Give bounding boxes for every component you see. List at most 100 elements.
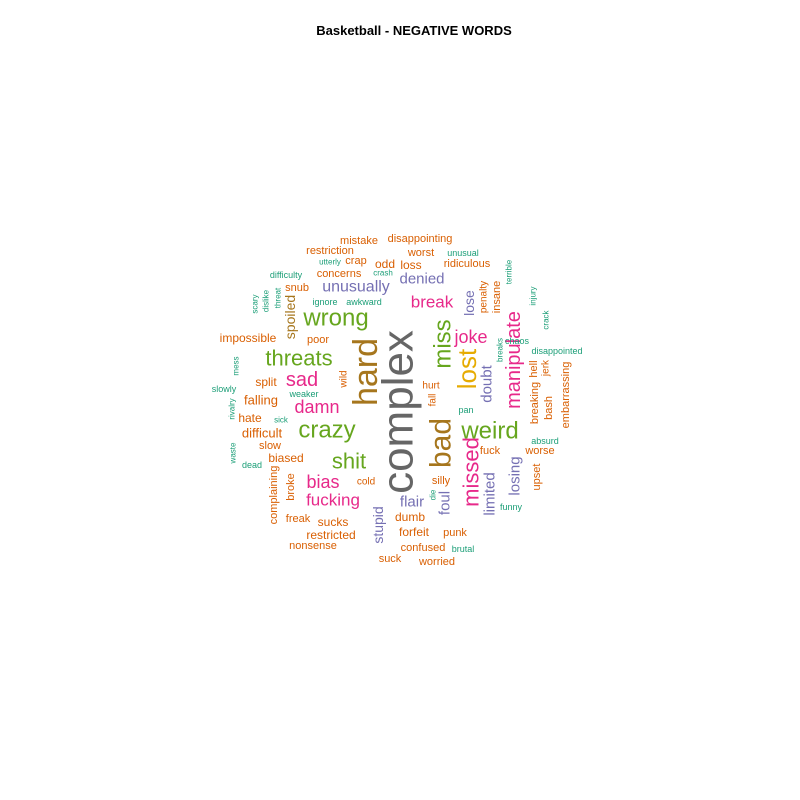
word-hurt: hurt xyxy=(422,381,439,392)
word-weaker: weaker xyxy=(288,389,318,399)
word-crap: crap xyxy=(345,255,366,267)
word-pan: pan xyxy=(458,405,473,415)
word-doubt: doubt xyxy=(479,364,496,402)
word-awkward: awkward xyxy=(346,297,382,307)
word-ridiculous: ridiculous xyxy=(444,258,491,270)
word-split: split xyxy=(255,375,277,389)
word-poor: poor xyxy=(307,334,329,346)
word-bash: bash xyxy=(543,396,555,420)
word-suck: suck xyxy=(379,553,402,565)
word-sick: sick xyxy=(274,416,289,425)
word-flair: flair xyxy=(400,494,424,511)
word-denied: denied xyxy=(399,271,444,288)
word-limited: limited xyxy=(482,472,499,515)
word-restricted: restricted xyxy=(306,528,355,542)
word-embarrassing: embarrassing xyxy=(560,362,572,429)
word-sad: sad xyxy=(286,369,318,391)
word-foul: foul xyxy=(437,491,454,515)
word-unusually: unusually xyxy=(322,279,390,296)
word-chaos: chaos xyxy=(505,336,530,346)
word-nonsense: nonsense xyxy=(289,540,337,552)
word-hate: hate xyxy=(238,411,262,425)
word-shit: shit xyxy=(332,449,366,474)
word-weird: weird xyxy=(460,418,518,445)
word-threats: threats xyxy=(265,346,332,371)
word-silly: silly xyxy=(432,475,451,487)
word-breaking: breaking xyxy=(529,382,541,424)
word-biased: biased xyxy=(268,451,303,465)
word-losing: losing xyxy=(507,456,524,495)
word-unusual: unusual xyxy=(447,248,479,258)
word-scary: scary xyxy=(251,294,260,313)
word-missed: missed xyxy=(459,437,484,507)
word-mistake: mistake xyxy=(340,235,378,247)
word-crazy: crazy xyxy=(298,417,355,444)
word-difficulty: difficulty xyxy=(270,270,303,280)
word-freak: freak xyxy=(286,513,311,525)
word-wrong: wrong xyxy=(302,305,368,332)
word-worse: worse xyxy=(524,445,554,457)
word-bias: bias xyxy=(306,472,339,492)
word-crack: crack xyxy=(542,309,551,329)
word-worried: worried xyxy=(418,556,455,568)
word-fucking: fucking xyxy=(306,491,360,510)
word-insane: insane xyxy=(491,281,503,313)
word-breaks: breaks xyxy=(496,338,505,362)
word-fall: fall xyxy=(428,394,439,407)
word-threat: threat xyxy=(274,287,283,308)
word-penalty: penalty xyxy=(479,281,490,313)
word-dead: dead xyxy=(242,460,262,470)
word-stupid: stupid xyxy=(370,506,386,543)
word-odd: odd xyxy=(375,257,395,271)
word-sucks: sucks xyxy=(318,515,349,529)
word-utterly: utterly xyxy=(319,258,341,267)
word-hell: hell xyxy=(528,360,540,377)
word-cold: cold xyxy=(357,477,375,488)
word-break: break xyxy=(411,293,454,312)
word-complex: complex xyxy=(374,330,423,494)
word-spoiled: spoiled xyxy=(282,295,298,339)
word-confused: confused xyxy=(401,542,446,554)
word-falling: falling xyxy=(244,393,278,408)
word-bad: bad xyxy=(425,418,458,468)
word-funny: funny xyxy=(500,502,523,512)
word-absurd: absurd xyxy=(531,436,559,446)
word-loss: loss xyxy=(400,258,421,272)
word-rivalry: rivalry xyxy=(228,398,237,419)
word-die: die xyxy=(429,489,438,500)
word-difficult: difficult xyxy=(242,426,283,441)
word-hard: hard xyxy=(347,338,385,406)
word-disappointing: disappointing xyxy=(388,233,453,245)
word-ignore: ignore xyxy=(312,297,337,307)
word-waste: waste xyxy=(229,442,238,464)
word-slowly: slowly xyxy=(212,384,237,394)
word-crash: crash xyxy=(373,269,393,278)
word-forfeit: forfeit xyxy=(399,525,430,539)
word-manipulate: manipulate xyxy=(503,311,525,409)
word-dumb: dumb xyxy=(395,510,425,524)
word-complaining: complaining xyxy=(268,466,280,525)
word-damn: damn xyxy=(294,397,339,417)
word-miss: miss xyxy=(430,319,457,368)
word-slow: slow xyxy=(259,440,281,452)
word-joke: joke xyxy=(453,327,487,347)
word-fuck: fuck xyxy=(480,445,501,457)
chart-title: Basketball - NEGATIVE WORDS xyxy=(316,23,512,38)
word-upset: upset xyxy=(531,464,543,491)
word-concerns: concerns xyxy=(317,268,362,280)
word-injury: injury xyxy=(529,286,538,305)
word-impossible: impossible xyxy=(220,331,277,345)
word-dislike: dislike xyxy=(262,289,271,312)
word-lose: lose xyxy=(461,290,477,316)
word-terrible: terrible xyxy=(505,259,514,284)
word-restriction: restriction xyxy=(306,245,354,257)
word-brutal: brutal xyxy=(452,544,475,554)
word-jerk: jerk xyxy=(541,359,552,377)
word-snub: snub xyxy=(285,282,309,294)
word-broke: broke xyxy=(285,473,297,501)
word-wild: wild xyxy=(339,370,350,388)
word-disappointed: disappointed xyxy=(531,346,582,356)
word-mess: mess xyxy=(232,356,241,375)
word-lost: lost xyxy=(452,348,482,389)
word-punk: punk xyxy=(443,527,467,539)
